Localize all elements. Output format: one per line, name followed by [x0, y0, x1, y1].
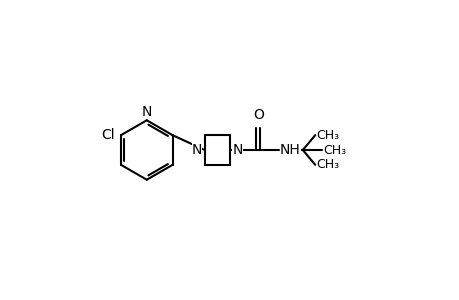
- Text: N: N: [232, 143, 242, 157]
- Text: Cl: Cl: [101, 128, 114, 142]
- Text: N: N: [191, 143, 202, 157]
- Text: CH₃: CH₃: [316, 129, 339, 142]
- Text: CH₃: CH₃: [316, 158, 339, 171]
- Text: O: O: [252, 108, 263, 122]
- Text: NH: NH: [280, 143, 300, 157]
- Text: N: N: [141, 105, 151, 119]
- Text: CH₃: CH₃: [323, 143, 346, 157]
